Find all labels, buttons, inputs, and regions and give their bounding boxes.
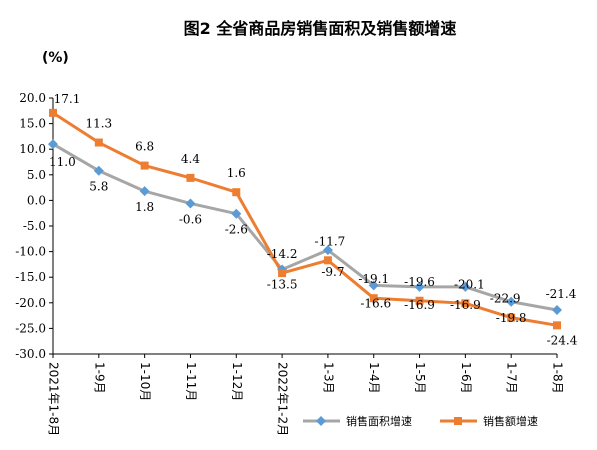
series-line-area: [52, 142, 558, 312]
area-data-label: 11.0: [49, 155, 76, 169]
area-point: [552, 304, 562, 315]
sales-data-label: 1.6: [227, 166, 246, 180]
legend-marker-sales: [454, 417, 462, 425]
area-point: [93, 165, 104, 176]
sales-point: [415, 296, 424, 305]
x-tick-label: 2022年1-2月: [276, 362, 290, 436]
y-tick-label: -30.0: [15, 347, 46, 361]
area-data-label: -16.6: [360, 296, 391, 310]
area-data-label: -2.6: [225, 223, 248, 237]
y-tick-label: 5.0: [27, 168, 46, 182]
sales-point: [140, 161, 149, 170]
area-data-label: -0.6: [179, 212, 202, 226]
x-tick-label: 1-10月: [138, 362, 152, 401]
sales-data-label: -19.1: [358, 272, 389, 286]
y-tick-label: 15.0: [19, 117, 46, 131]
sales-data-label: -22.9: [490, 292, 521, 306]
sales-point: [323, 256, 332, 265]
y-tick-label: -15.0: [15, 270, 46, 284]
sales-point: [461, 299, 470, 308]
sales-data-label: -20.1: [454, 277, 485, 291]
sales-point: [186, 173, 195, 182]
y-tick-label: -25.0: [15, 321, 46, 335]
legend-label-sales: 销售额增速: [483, 414, 538, 428]
x-tick-label: 2021年1-8月: [47, 362, 61, 436]
sales-point: [232, 188, 241, 197]
area-point: [231, 208, 242, 219]
sales-point: [369, 294, 378, 303]
area-point: [414, 281, 425, 292]
area-data-label: -16.9: [450, 298, 481, 312]
area-data-label: 5.8: [89, 180, 108, 194]
legend: 销售面积增速 销售额增速: [303, 414, 538, 428]
x-tick-label: 1-3月: [321, 362, 335, 394]
area-point: [139, 186, 150, 197]
legend-marker-area: [316, 416, 326, 426]
area-data-label: -9.7: [321, 265, 344, 279]
area-data-label: -21.4: [546, 287, 577, 301]
series-markers: [48, 108, 562, 330]
sales-data-label: -11.7: [315, 234, 346, 248]
sales-point: [94, 138, 103, 147]
area-point: [48, 139, 58, 150]
legend-label-area: 销售面积增速: [346, 414, 412, 428]
area-point: [322, 245, 333, 256]
x-tick-label: 1-4月: [367, 362, 381, 394]
sales-point: [49, 108, 57, 117]
sales-data-label: 6.8: [135, 140, 154, 154]
y-axis-unit: (%): [42, 50, 69, 66]
x-tick-label: 1-5月: [413, 362, 427, 394]
sales-data-label: 4.4: [181, 152, 200, 166]
sales-point: [507, 313, 516, 322]
chart-title: 图2 全省商品房销售面积及销售额增速: [184, 19, 457, 38]
x-tick-label: 1-8月: [551, 362, 565, 394]
sales-point: [553, 321, 561, 330]
area-point: [185, 198, 196, 209]
area-point: [368, 280, 379, 291]
sales-data-label: -14.2: [267, 247, 298, 261]
y-tick-label: -10.0: [15, 245, 46, 259]
sales-data-label: 17.1: [54, 92, 81, 106]
y-tick-label: -5.0: [23, 219, 46, 233]
x-tick-label: 1-12月: [230, 362, 244, 401]
area-data-label: -19.8: [496, 311, 527, 325]
series-lines: [52, 111, 558, 327]
area-data-label: -16.9: [404, 298, 435, 312]
sales-data-label: -19.6: [404, 275, 435, 289]
x-tick-label: 1-6月: [459, 362, 473, 394]
x-tick-label: 1-9月: [92, 362, 106, 394]
sales-point: [278, 269, 287, 278]
y-tick-label: 20.0: [19, 91, 46, 105]
area-data-label: -13.5: [267, 278, 298, 292]
series-line-sales: [52, 111, 558, 327]
sales-data-label: -24.4: [547, 333, 578, 347]
y-tick-label: 10.0: [19, 142, 46, 156]
y-tick-label: 0.0: [27, 193, 46, 207]
axes: 20.0 15.0 10.0 5.0 0.0 -5.0 -10.0 -15.0 -20.0 -25…: [15, 91, 564, 436]
area-point: [506, 296, 517, 307]
x-tick-label: 1-11月: [184, 362, 198, 401]
x-tick-label: 1-7月: [505, 362, 519, 394]
area-point: [460, 281, 471, 292]
y-tick-label: -20.0: [15, 296, 46, 310]
area-data-label: 1.8: [135, 200, 154, 214]
data-labels: 11.0 5.8 1.8 -0.6 -2.6 -13.5 -9.7 -16.6 -16.9 -16…: [49, 92, 578, 347]
sales-data-label: 11.3: [85, 117, 112, 131]
